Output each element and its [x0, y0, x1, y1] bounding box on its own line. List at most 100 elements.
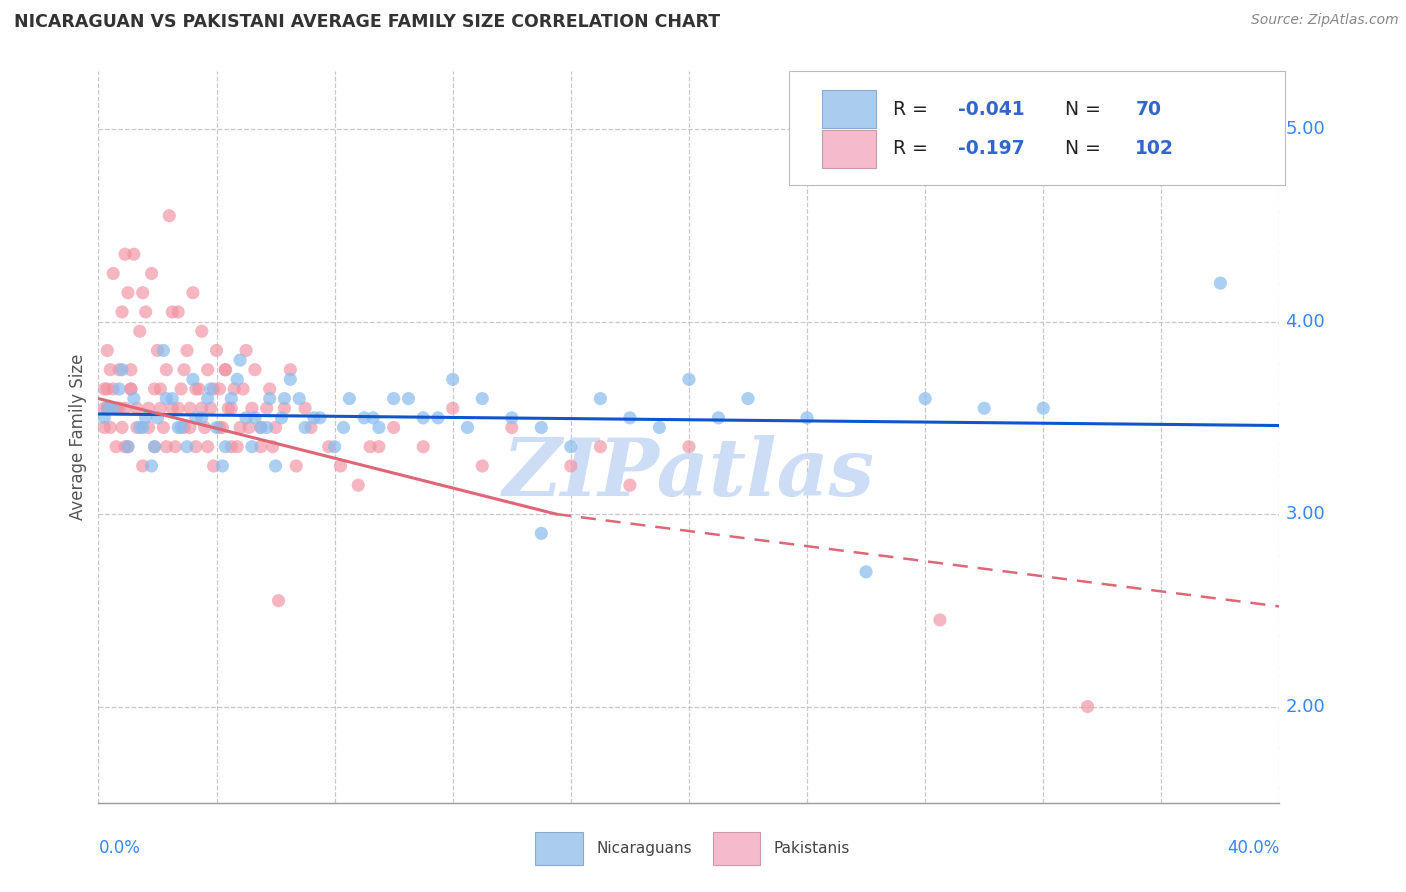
Point [707, 410, 730, 425]
Point [202, 382, 225, 396]
Text: 102: 102 [1136, 139, 1174, 159]
Point [412, 410, 434, 425]
Point [250, 420, 273, 434]
Point [250, 440, 273, 454]
Point [1209, 276, 1232, 290]
Point [96, 382, 118, 396]
Point [167, 305, 190, 319]
Point [560, 440, 582, 454]
Text: Pakistanis: Pakistanis [773, 841, 851, 856]
Point [589, 392, 612, 406]
Point [309, 410, 332, 425]
Text: 4.00: 4.00 [1285, 312, 1324, 331]
Point [176, 440, 198, 454]
Point [197, 440, 219, 454]
Point [619, 478, 641, 492]
Point [235, 410, 257, 425]
Point [285, 458, 308, 473]
Point [914, 392, 936, 406]
Point [219, 440, 242, 454]
Text: Nicaraguans: Nicaraguans [596, 841, 692, 856]
Point [214, 440, 236, 454]
Point [117, 285, 139, 300]
Point [173, 420, 195, 434]
Point [181, 372, 204, 386]
Point [184, 440, 207, 454]
Point [155, 440, 177, 454]
Point [197, 362, 219, 376]
Bar [713, 832, 759, 865]
Point [264, 458, 287, 473]
Point [122, 247, 145, 261]
Point [176, 343, 198, 358]
Point [179, 420, 201, 434]
Point [93, 420, 115, 434]
Point [167, 401, 190, 416]
Point [165, 440, 187, 454]
Point [111, 420, 134, 434]
Point [501, 410, 523, 425]
Point [347, 478, 370, 492]
Point [117, 440, 139, 454]
Point [149, 401, 172, 416]
Point [162, 392, 183, 406]
Point [368, 440, 391, 454]
Point [141, 458, 163, 473]
Text: -0.197: -0.197 [959, 139, 1025, 159]
Point [146, 343, 169, 358]
Point [855, 565, 877, 579]
Point [219, 401, 242, 416]
Point [170, 420, 193, 434]
Point [471, 458, 494, 473]
Point [114, 440, 136, 454]
Point [270, 410, 292, 425]
Point [243, 410, 266, 425]
Point [146, 410, 169, 425]
Point [302, 410, 325, 425]
Point [181, 285, 204, 300]
Point [382, 420, 405, 434]
Point [332, 420, 354, 434]
Point [200, 401, 222, 416]
Point [299, 420, 322, 434]
Point [155, 362, 177, 376]
Text: Source: ZipAtlas.com: Source: ZipAtlas.com [1251, 13, 1399, 28]
Point [353, 410, 375, 425]
Point [132, 420, 155, 434]
Point [173, 362, 195, 376]
FancyBboxPatch shape [789, 71, 1285, 185]
Point [226, 440, 249, 454]
Point [217, 401, 239, 416]
Point [187, 382, 209, 396]
Point [530, 420, 553, 434]
Point [441, 401, 464, 416]
Point [382, 392, 405, 406]
Point [105, 401, 128, 416]
Point [184, 382, 207, 396]
Point [111, 362, 134, 376]
Point [226, 372, 249, 386]
Point [200, 382, 222, 396]
Point [96, 401, 118, 416]
Point [103, 267, 125, 281]
Point [471, 392, 494, 406]
Point [323, 440, 346, 454]
Point [141, 267, 163, 281]
Point [267, 593, 290, 607]
Point [120, 362, 142, 376]
Point [162, 305, 183, 319]
Point [256, 401, 278, 416]
Point [238, 420, 260, 434]
Text: NICARAGUAN VS PAKISTANI AVERAGE FAMILY SIZE CORRELATION CHART: NICARAGUAN VS PAKISTANI AVERAGE FAMILY S… [14, 13, 720, 31]
Point [167, 420, 190, 434]
Point [170, 382, 193, 396]
Point [441, 372, 464, 386]
Point [179, 401, 201, 416]
Point [152, 343, 174, 358]
Text: N =: N = [1064, 100, 1107, 119]
Point [152, 420, 174, 434]
Point [1077, 699, 1099, 714]
Point [98, 420, 121, 434]
Point [114, 247, 136, 261]
Point [132, 458, 155, 473]
